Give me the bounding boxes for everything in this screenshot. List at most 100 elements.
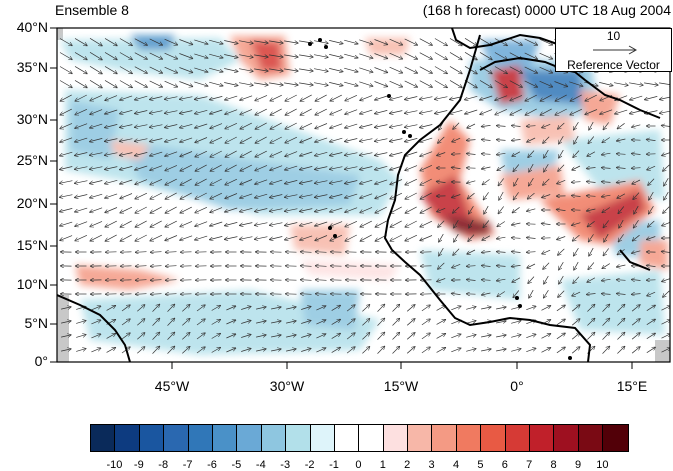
wind-arrow bbox=[165, 151, 178, 156]
wind-arrow bbox=[571, 347, 580, 354]
wind-arrow bbox=[483, 192, 489, 199]
colorbar-label: 10 bbox=[596, 459, 609, 471]
colorbar-swatch bbox=[188, 425, 213, 451]
wind-arrow bbox=[225, 236, 238, 240]
wind-arrow bbox=[60, 166, 73, 170]
wind-arrow bbox=[374, 81, 388, 87]
wind-arrow bbox=[300, 94, 312, 101]
wind-arrow bbox=[179, 53, 192, 59]
wind-arrow bbox=[165, 192, 177, 199]
wind-arrow bbox=[90, 109, 103, 115]
wind-arrow bbox=[315, 194, 328, 198]
wind-arrow bbox=[617, 139, 626, 141]
wind-arrow bbox=[105, 124, 118, 127]
wind-arrow bbox=[165, 124, 178, 128]
wind-arrow bbox=[61, 335, 71, 337]
wind-arrow bbox=[557, 179, 566, 183]
wind-arrow bbox=[346, 319, 355, 326]
colorbar-label: -3 bbox=[280, 459, 291, 471]
wind-arrow bbox=[449, 52, 462, 59]
wind-arrow bbox=[285, 151, 298, 157]
wind-arrow bbox=[299, 69, 313, 71]
wind-arrow bbox=[617, 280, 626, 281]
wind-arrow bbox=[75, 123, 88, 129]
colorbar-swatch bbox=[603, 425, 628, 451]
wind-arrow bbox=[209, 39, 223, 44]
wind-arrow bbox=[224, 82, 238, 86]
wind-arrow bbox=[574, 248, 579, 256]
wind-arrow bbox=[494, 52, 507, 60]
wind-arrow bbox=[599, 82, 613, 85]
wind-arrow bbox=[179, 39, 192, 45]
wind-arrow bbox=[255, 208, 268, 212]
wind-arrow bbox=[375, 220, 387, 227]
wind-arrow bbox=[649, 191, 654, 200]
wind-arrow bbox=[135, 179, 148, 185]
wind-arrow bbox=[587, 319, 594, 326]
wind-arrow bbox=[438, 136, 445, 143]
wind-arrow bbox=[254, 69, 268, 71]
wind-arrow bbox=[75, 180, 88, 184]
wind-arrow bbox=[255, 193, 268, 198]
wind-arrow bbox=[602, 153, 611, 155]
wind-arrow bbox=[449, 38, 462, 45]
wind-arrow bbox=[602, 182, 611, 183]
wind-arrow bbox=[329, 54, 343, 57]
wind-arrow bbox=[135, 165, 148, 170]
wind-arrow bbox=[496, 335, 506, 337]
wind-arrow bbox=[420, 151, 433, 157]
wind-arrow bbox=[512, 140, 521, 141]
wind-arrow bbox=[314, 82, 328, 86]
wind-arrow bbox=[421, 305, 430, 312]
wind-arrow bbox=[542, 194, 551, 198]
wind-arrow bbox=[390, 95, 403, 99]
wind-arrow bbox=[511, 349, 521, 352]
wind-arrow bbox=[149, 80, 163, 87]
wind-arrow bbox=[619, 219, 624, 228]
wind-arrow bbox=[196, 305, 205, 312]
wind-arrow bbox=[301, 266, 312, 267]
wind-arrow bbox=[269, 69, 283, 71]
wind-arrow bbox=[512, 207, 520, 212]
wind-arrow bbox=[270, 194, 283, 198]
wind-arrow bbox=[662, 251, 670, 252]
wind-arrow bbox=[632, 294, 641, 295]
wind-arrow bbox=[329, 82, 343, 85]
wind-arrow bbox=[389, 80, 403, 87]
wind-arrow bbox=[420, 192, 432, 199]
wind-arrow bbox=[617, 319, 624, 326]
wind-arrow bbox=[300, 108, 312, 115]
wind-arrow bbox=[60, 137, 73, 142]
wind-arrow bbox=[315, 137, 328, 142]
wind-arrow bbox=[105, 207, 118, 213]
wind-arrow bbox=[285, 180, 298, 183]
wind-arrow bbox=[315, 235, 328, 241]
wind-arrow bbox=[135, 152, 148, 155]
wind-arrow bbox=[497, 279, 506, 281]
wind-arrow bbox=[241, 321, 251, 324]
wind-arrow bbox=[464, 52, 477, 59]
wind-arrow bbox=[451, 348, 460, 353]
wind-arrow bbox=[150, 178, 163, 184]
wind-arrow bbox=[662, 222, 670, 225]
wind-arrow bbox=[377, 304, 385, 312]
wind-arrow bbox=[514, 177, 519, 186]
wind-arrow bbox=[195, 178, 207, 185]
wind-arrow bbox=[285, 108, 297, 115]
wind-arrow bbox=[617, 154, 626, 155]
wind-arrow bbox=[527, 126, 536, 127]
wind-arrow bbox=[316, 294, 327, 295]
wind-arrow bbox=[182, 333, 189, 340]
wind-arrow bbox=[195, 164, 207, 171]
wind-arrow bbox=[539, 80, 553, 87]
colorbar-swatch bbox=[212, 425, 238, 451]
wind-arrow bbox=[315, 108, 327, 115]
wind-arrow bbox=[164, 38, 178, 45]
wind-arrow bbox=[513, 192, 519, 199]
wind-arrow bbox=[165, 206, 177, 213]
wind-arrow bbox=[571, 333, 580, 340]
wind-arrow bbox=[180, 110, 193, 114]
wind-arrow bbox=[454, 233, 459, 242]
wind-arrow bbox=[646, 305, 655, 311]
wind-arrow bbox=[497, 221, 505, 227]
